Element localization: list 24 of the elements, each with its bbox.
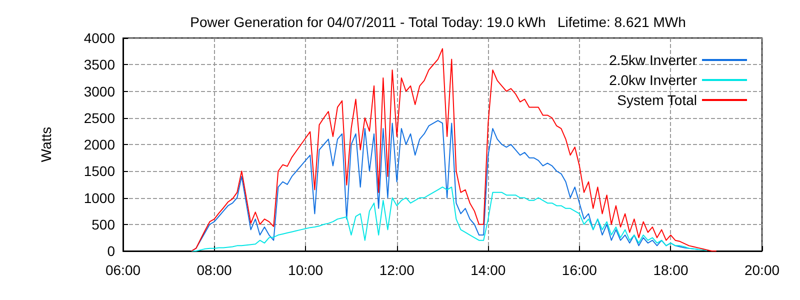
y-tick-label: 4000 <box>84 30 116 46</box>
y-tick-label: 3500 <box>84 56 116 73</box>
y-axis-title: Watts <box>38 126 54 162</box>
y-tick-label: 2500 <box>84 110 116 126</box>
x-tick-label: 18:00 <box>653 262 688 278</box>
legend-label: 2.0kw Inverter <box>609 72 698 88</box>
x-tick-label: 20:00 <box>744 262 780 278</box>
x-tick-label: 12:00 <box>379 262 415 278</box>
legend-label: System Total <box>617 92 697 108</box>
x-tick-label: 10:00 <box>288 262 324 278</box>
x-tick-label: 08:00 <box>196 262 232 278</box>
line-series <box>190 48 717 252</box>
y-tick-label: 500 <box>92 216 116 232</box>
x-tick-label: 14:00 <box>470 262 506 278</box>
y-tick-label: 1000 <box>84 190 116 206</box>
legend-label: 2.5kw Inverter <box>609 52 698 68</box>
y-tick-label: 2000 <box>84 136 116 152</box>
y-tick-label: 3000 <box>84 83 116 100</box>
x-tick-label: 16:00 <box>562 262 598 278</box>
y-tick-label: 1500 <box>84 163 116 180</box>
y-tick-label: 0 <box>107 243 116 259</box>
chart-title: Power Generation for 04/07/2011 - Total Today: 19.0 kWh Lifetime: 8.621 MWh <box>190 14 686 30</box>
line-series <box>190 186 708 252</box>
x-tick-label: 06:00 <box>105 262 141 278</box>
